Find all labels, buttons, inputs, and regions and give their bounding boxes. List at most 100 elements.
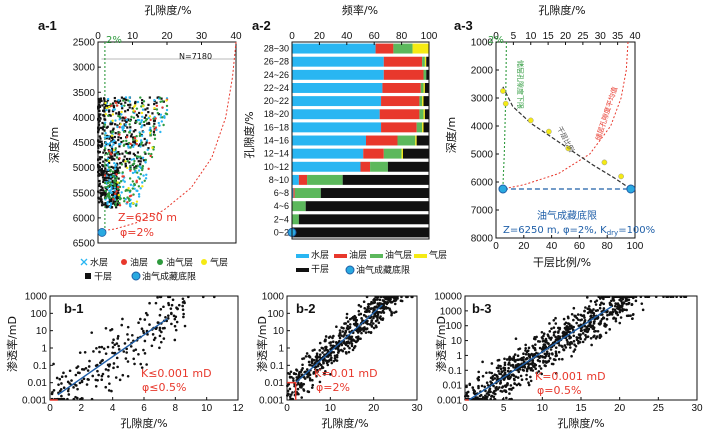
a1-point-dry [109, 114, 112, 117]
a3-gray-point [601, 159, 608, 166]
a1-point-dry [112, 200, 115, 203]
a1-point-water [109, 189, 112, 192]
b2-point [386, 295, 389, 299]
b3-point [548, 322, 551, 325]
a1-point-oil [133, 136, 137, 140]
b2-point [318, 380, 322, 384]
b3-point [592, 314, 596, 317]
a1-point-water [133, 187, 136, 190]
a1-point-dry [112, 127, 115, 130]
a1-xtick-label: 40 [230, 31, 242, 42]
b3-point [538, 346, 542, 350]
a1-point-dry [136, 151, 140, 154]
b3-point [630, 303, 634, 307]
b3-point [484, 394, 487, 397]
b2-point [374, 298, 377, 302]
b1-point [148, 323, 151, 326]
b1-point [66, 389, 70, 393]
b1-point [94, 385, 98, 388]
a1-point-dry [105, 204, 108, 207]
a1-point-oilgas [117, 114, 120, 118]
a1-point-dry [97, 190, 100, 193]
a2-bar-segment [422, 96, 424, 107]
b2-point [287, 371, 290, 375]
a1-point-oilgas [152, 125, 155, 128]
b3-point [557, 334, 560, 338]
b3-point [502, 369, 506, 372]
a1-point-oilgas [111, 170, 115, 173]
a1-point-dry [127, 142, 130, 146]
b2-point [286, 384, 289, 388]
a1-point-oilgas [104, 147, 107, 150]
b2-point [301, 357, 304, 361]
a1-point-oilgas [140, 105, 143, 108]
a1-point-water [131, 171, 135, 175]
a1-point-oilgas [133, 182, 136, 186]
a1-point-gas [117, 193, 120, 197]
b3-point [606, 313, 609, 317]
a1-point-dry [97, 130, 100, 133]
a2-legend-swatch [296, 268, 309, 272]
a1-point-oilgas [147, 152, 151, 155]
a1-point-dry [110, 122, 113, 126]
a1-point-water [126, 144, 130, 148]
b2-point [331, 336, 334, 340]
b3-point [514, 375, 518, 379]
a3-floor-point [498, 184, 508, 194]
a1-point-dry [97, 139, 100, 142]
b3-point [625, 314, 629, 318]
a1-point-water [128, 96, 131, 99]
a1-annotation-phi: φ=2% [120, 226, 154, 239]
a1-point-gas [111, 113, 115, 116]
b1-xtick-label: 2 [79, 403, 85, 414]
b1-point [114, 376, 118, 379]
b3-point [532, 365, 536, 369]
a1-point-water [144, 161, 147, 164]
b2-point [334, 341, 338, 344]
a1-point-water [135, 189, 138, 192]
a1-point-water [117, 99, 120, 102]
a1-point-water [114, 119, 117, 122]
b2-point [361, 319, 364, 322]
b1-ytick-label: 0.001 [22, 396, 47, 407]
b1-xlabel: 孔隙度/% [120, 416, 167, 430]
a1-point-dry [102, 97, 106, 100]
a1-point-water [129, 183, 133, 187]
a1-point-oilgas [149, 134, 152, 137]
b2-point [348, 326, 352, 330]
b2-point [359, 305, 363, 308]
a1-point-oil [155, 104, 159, 107]
b3-xtick-label: 10 [537, 403, 549, 414]
a1-point-water [133, 171, 137, 174]
a1-point-dry [131, 107, 134, 110]
a1-point-dry [106, 125, 109, 128]
b2-point [350, 317, 354, 320]
a1-point-oilgas [138, 122, 142, 125]
b3-point [592, 322, 596, 325]
b3-ytick-label: 10 [451, 336, 463, 347]
b3-point [574, 344, 578, 348]
a1-point-water [122, 125, 125, 128]
a1-point-oil [118, 204, 122, 207]
b3-point [496, 387, 500, 391]
a1-point-dry [100, 143, 104, 146]
b3-point [572, 350, 576, 353]
b2-point [318, 353, 322, 356]
a1-point-oilgas [118, 185, 122, 189]
a1-point-dry [123, 155, 126, 158]
b2-point [299, 385, 302, 389]
a1-point-dry [110, 158, 113, 161]
b2-point [400, 295, 403, 299]
a1-point-dry [117, 136, 120, 139]
b2-point [410, 295, 413, 299]
b3-point [526, 349, 530, 352]
b3-point [596, 316, 600, 320]
a1-point-oil [125, 135, 129, 139]
a1-point-oilgas [139, 96, 142, 99]
b3-annotation-k: K=0.001 mD [535, 370, 606, 383]
a1-point-water [155, 128, 158, 132]
b1-point [170, 303, 174, 307]
b1-point [144, 311, 148, 315]
a1-point-water [114, 163, 118, 166]
